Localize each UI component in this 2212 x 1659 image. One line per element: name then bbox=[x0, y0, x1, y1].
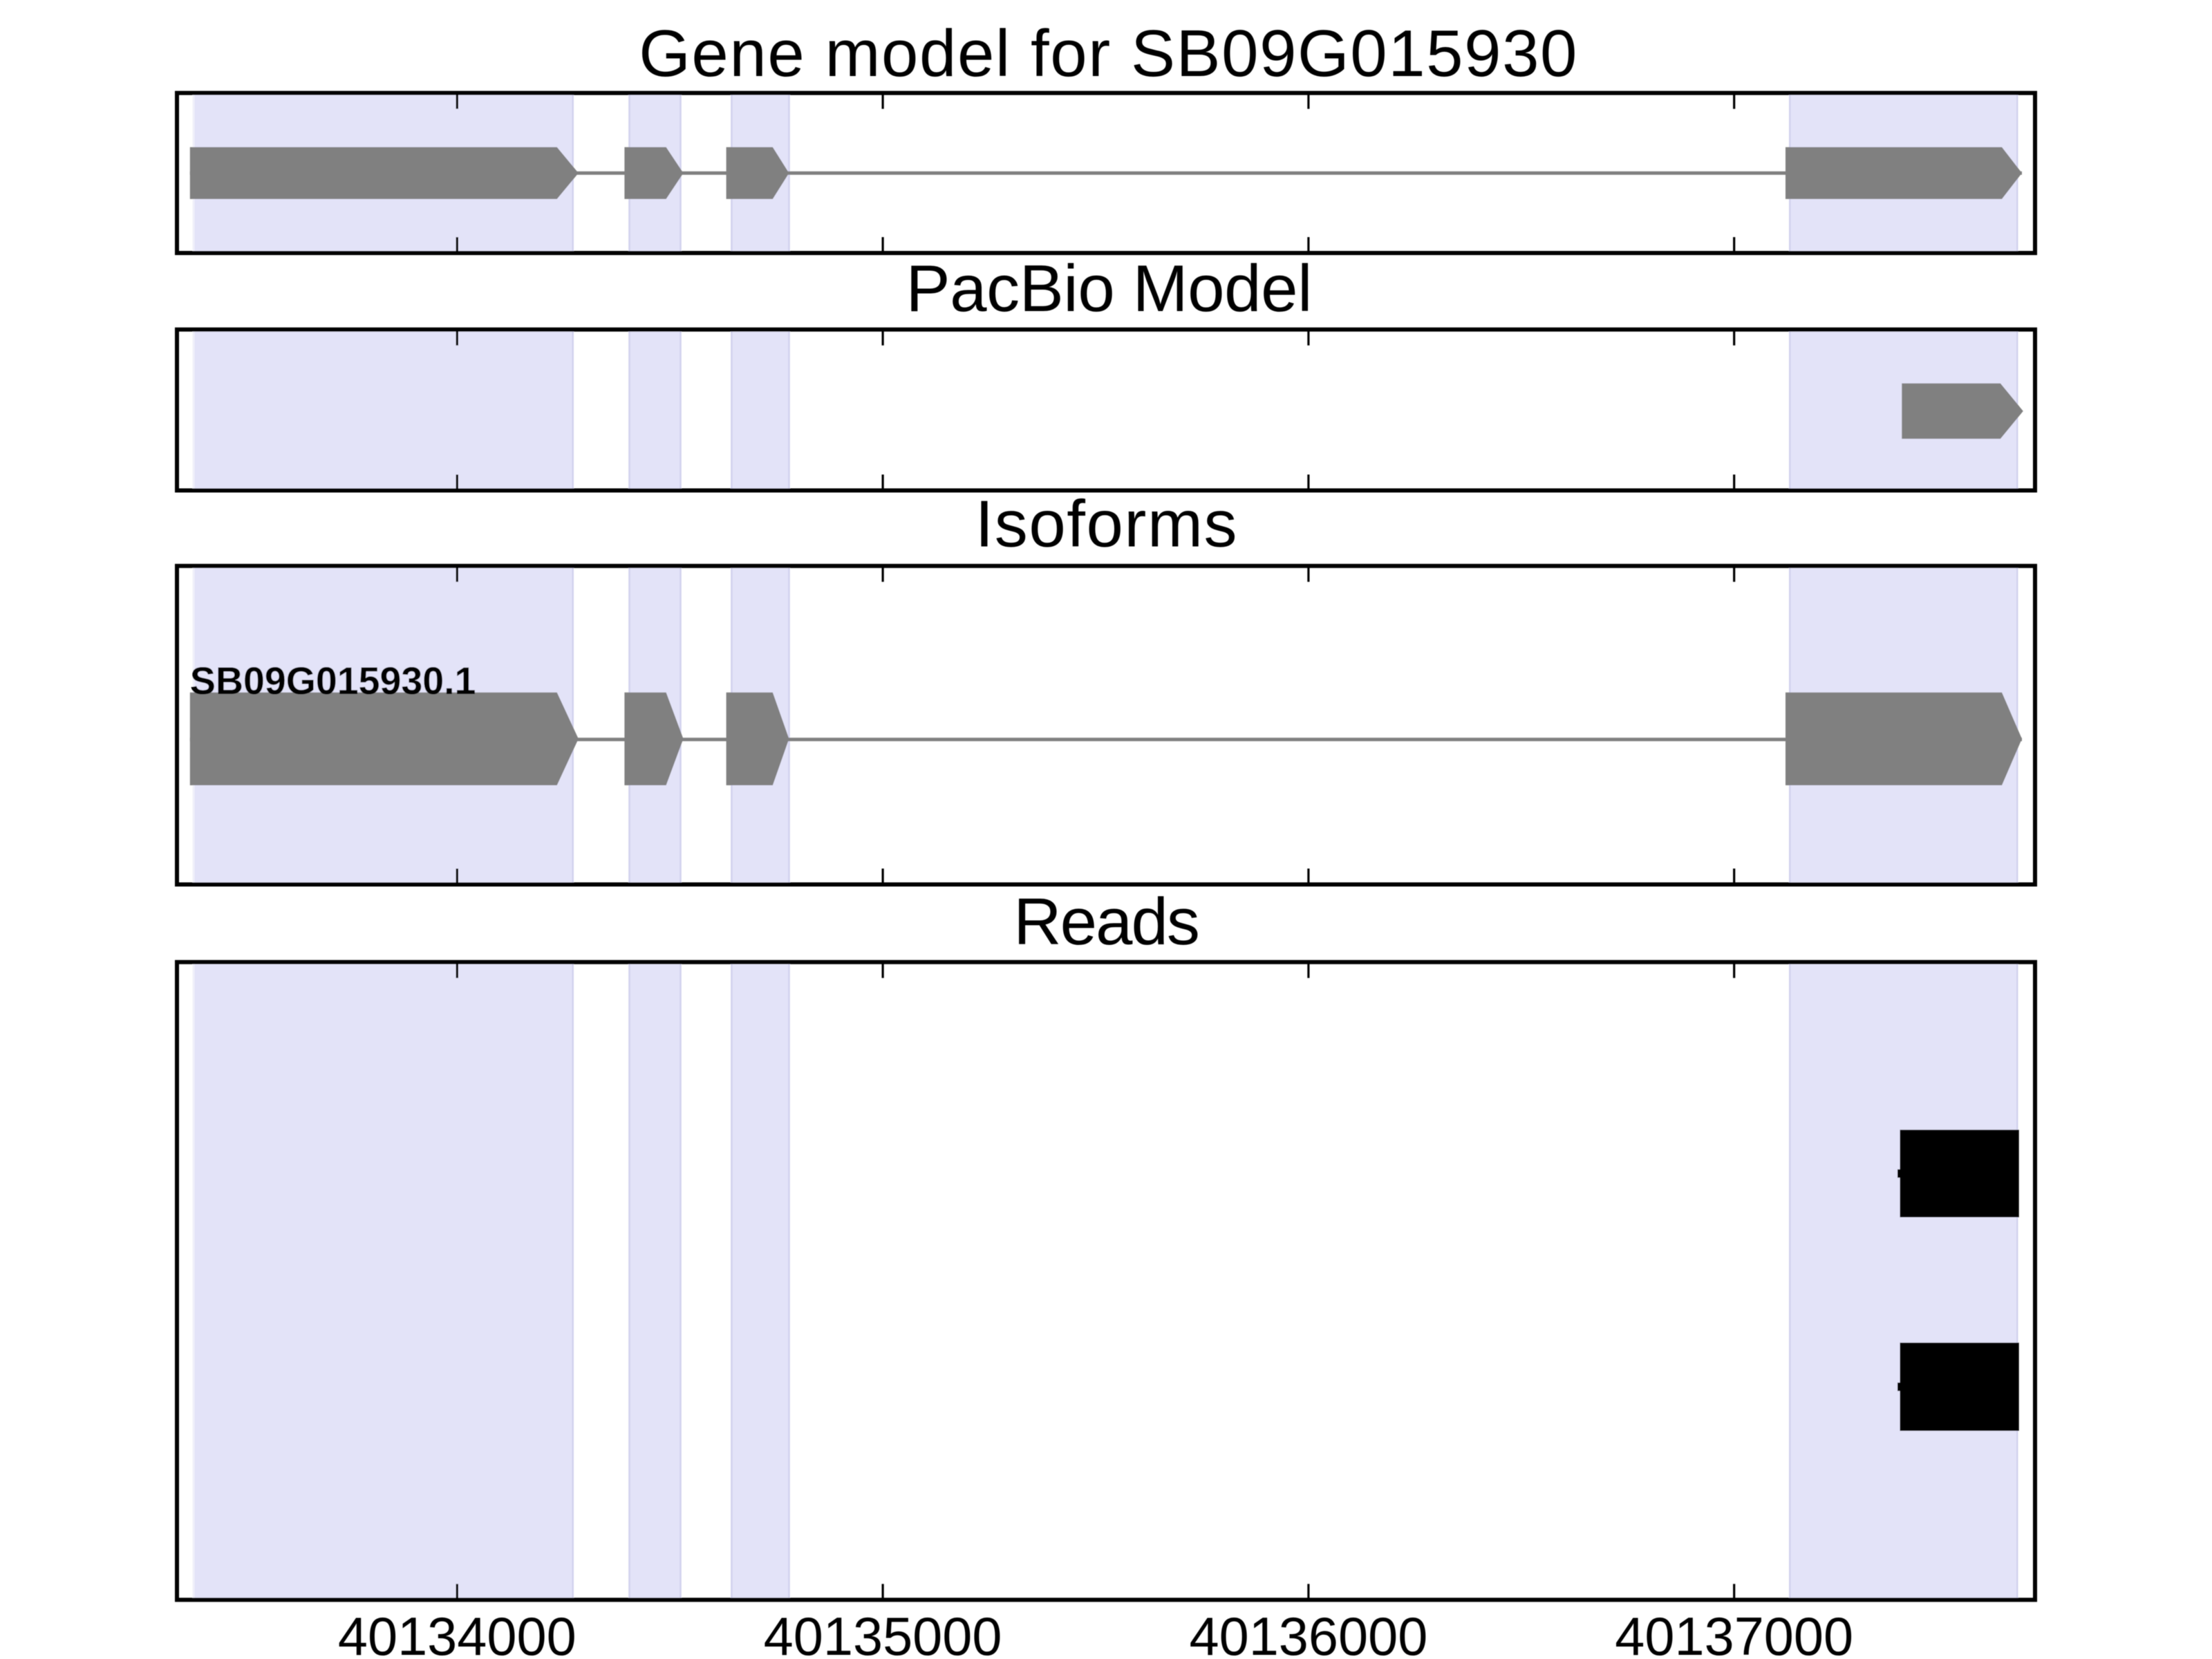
svg-text:SB09G015930.1: SB09G015930.1 bbox=[190, 659, 476, 702]
svg-text:40134000: 40134000 bbox=[338, 1607, 577, 1659]
svg-text:40135000: 40135000 bbox=[764, 1607, 1002, 1659]
svg-text:40137000: 40137000 bbox=[1615, 1607, 1853, 1659]
svg-text:PacBio Model: PacBio Model bbox=[906, 252, 1313, 326]
svg-text:Reads: Reads bbox=[1013, 885, 1199, 959]
svg-text:40136000: 40136000 bbox=[1189, 1607, 1427, 1659]
svg-text:Gene model for SB09G015930: Gene model for SB09G015930 bbox=[639, 17, 1578, 91]
svg-text:Isoforms: Isoforms bbox=[975, 487, 1238, 561]
